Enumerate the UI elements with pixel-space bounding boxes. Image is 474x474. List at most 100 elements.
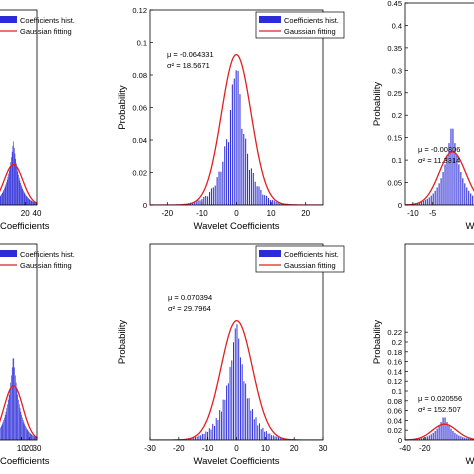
hist-bar xyxy=(247,153,249,205)
hist-bar xyxy=(250,410,252,440)
legend: Coefficients hist. Gaussian fitting xyxy=(255,11,345,39)
hist-bar xyxy=(24,193,26,205)
hist-bar xyxy=(446,422,448,440)
hist-bar xyxy=(446,154,448,205)
hist-bar xyxy=(239,94,241,205)
legend: Coefficients hist. Gaussian fitting xyxy=(0,250,75,270)
hist-bar xyxy=(227,383,229,440)
hist-bar xyxy=(253,419,255,440)
hist-bar xyxy=(15,158,16,205)
mu-annotation: μ = 0.070394 xyxy=(168,293,212,302)
hist-bar xyxy=(452,128,454,205)
hist-bar xyxy=(18,177,20,205)
x-tick-label: 20 xyxy=(290,444,299,453)
hist-bar xyxy=(273,200,275,205)
x-tick-label: -5 xyxy=(429,209,437,218)
hist-bar xyxy=(239,357,241,440)
hist-bar xyxy=(25,426,26,440)
hist-bar xyxy=(422,200,424,205)
hist-bar xyxy=(10,161,12,205)
hist-bar xyxy=(30,200,31,205)
gaussian-fit-line xyxy=(405,151,474,205)
hist-bar xyxy=(16,389,18,440)
x-axis-label: Wavelet Coefficients xyxy=(193,456,279,467)
hist-bar xyxy=(195,201,197,205)
chart-panel-1: 20 40 Coefficients Coefficients hist. Gaussi… xyxy=(0,9,75,232)
x-axis-label: Wavelet Coefficients xyxy=(193,221,279,232)
hist-bar xyxy=(226,385,228,440)
hist-bar xyxy=(444,164,446,205)
hist-bar xyxy=(470,438,472,440)
chart-panel-3: -10 -5 0 0.05 0.1 0.15 0.2 0.25 0.3 0.35 0.4 0.45 W P… xyxy=(372,0,474,232)
hist-bar xyxy=(205,195,207,205)
hist-bar xyxy=(18,174,19,205)
hist-bar xyxy=(436,428,438,440)
hist-bar xyxy=(11,375,12,440)
hist-bar xyxy=(428,197,430,205)
x-tick-label: -40 xyxy=(399,444,411,453)
y-tick-label: 0 xyxy=(143,201,147,210)
hist-bar xyxy=(24,424,26,440)
hist-bar xyxy=(35,436,37,440)
hist-bar xyxy=(201,433,203,440)
hist-bar xyxy=(418,202,420,205)
y-tick-label: 0.1 xyxy=(137,39,147,48)
hist-bar xyxy=(450,128,452,205)
hist-bar xyxy=(23,192,25,205)
hist-bar xyxy=(10,382,11,440)
hist-bar xyxy=(36,437,37,440)
hist-bar xyxy=(458,164,460,205)
hist-bar xyxy=(234,328,236,440)
hist-bar xyxy=(434,190,436,205)
hist-bar xyxy=(418,438,420,440)
hist-bar xyxy=(196,436,198,440)
hist-bar xyxy=(27,197,28,205)
y-tick-label: 0.35 xyxy=(387,44,402,53)
hist-bar xyxy=(9,170,10,205)
axes-frame xyxy=(404,2,474,206)
x-tick-label: 20 xyxy=(301,209,310,218)
plot-area xyxy=(405,128,474,205)
hist-bar xyxy=(264,195,266,205)
hist-bar xyxy=(13,141,14,205)
hist-bar xyxy=(233,342,234,440)
hist-bar xyxy=(468,438,470,440)
hist-bar xyxy=(17,171,19,205)
sigma-annotation: σ² = 11.3314 xyxy=(418,156,460,165)
hist-bar xyxy=(464,183,466,205)
hist-bar xyxy=(464,437,466,440)
hist-bar xyxy=(279,202,281,205)
hist-bar xyxy=(420,201,422,205)
hist-bar xyxy=(264,431,266,440)
hist-bar xyxy=(210,429,212,440)
hist-bar xyxy=(470,193,472,205)
sigma-annotation: σ² = 29.7964 xyxy=(168,304,211,313)
hist-bar xyxy=(277,202,279,205)
hist-bar xyxy=(229,109,231,205)
hist-bar xyxy=(8,394,10,440)
hist-bar xyxy=(0,426,2,440)
hist-bar xyxy=(214,425,215,440)
hist-bar xyxy=(1,192,3,205)
legend-hist-label: Coefficients hist. xyxy=(284,16,339,25)
hist-bar xyxy=(438,183,440,205)
hist-bar xyxy=(218,171,220,205)
hist-bar xyxy=(18,399,19,440)
legend-fit-label: Gaussian fitting xyxy=(20,261,72,270)
x-axis-label: Coefficients xyxy=(0,456,50,467)
hist-bar xyxy=(13,147,15,205)
hist-bar xyxy=(14,153,16,205)
hist-bar xyxy=(224,399,226,440)
hist-bar xyxy=(4,414,6,440)
hist-bar xyxy=(16,167,18,205)
hist-bar xyxy=(219,410,221,440)
hist-bar xyxy=(462,437,464,440)
hist-bar xyxy=(279,437,281,440)
y-tick-label: 0 xyxy=(398,201,402,210)
x-tick-label: 40 xyxy=(33,209,42,218)
hist-bar xyxy=(217,419,219,440)
hist-bar xyxy=(20,411,22,440)
hist-bar xyxy=(454,432,456,440)
legend-fit-label: Gaussian fitting xyxy=(284,27,336,36)
